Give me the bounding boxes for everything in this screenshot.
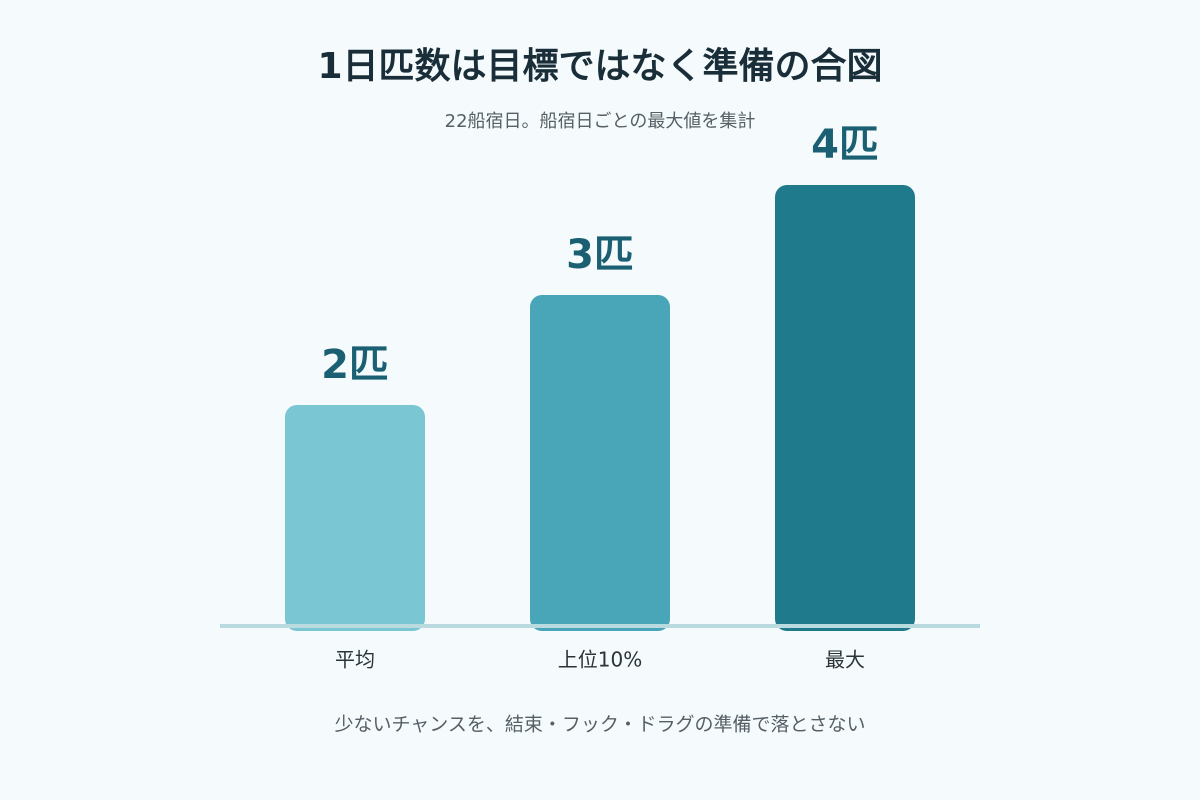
- bar: [285, 405, 425, 631]
- annotation: 少ないチャンスを、結束・フック・ドラグの準備で落とさない: [334, 714, 865, 736]
- value-label: 2匹: [321, 342, 389, 388]
- x-tick-label: 最大: [825, 648, 865, 672]
- x-tick-label: 上位10%: [558, 648, 642, 672]
- value-label: 3匹: [566, 232, 634, 278]
- bar: [775, 185, 915, 631]
- bar: [530, 295, 670, 631]
- chart-subtitle: 22船宿日。船宿日ごとの最大値を集計: [445, 111, 756, 132]
- chart-title: 1日匹数は目標ではなく準備の合図: [317, 46, 882, 87]
- x-tick-label: 平均: [335, 648, 375, 672]
- value-label: 4匹: [811, 122, 879, 168]
- axis-line: [220, 624, 980, 628]
